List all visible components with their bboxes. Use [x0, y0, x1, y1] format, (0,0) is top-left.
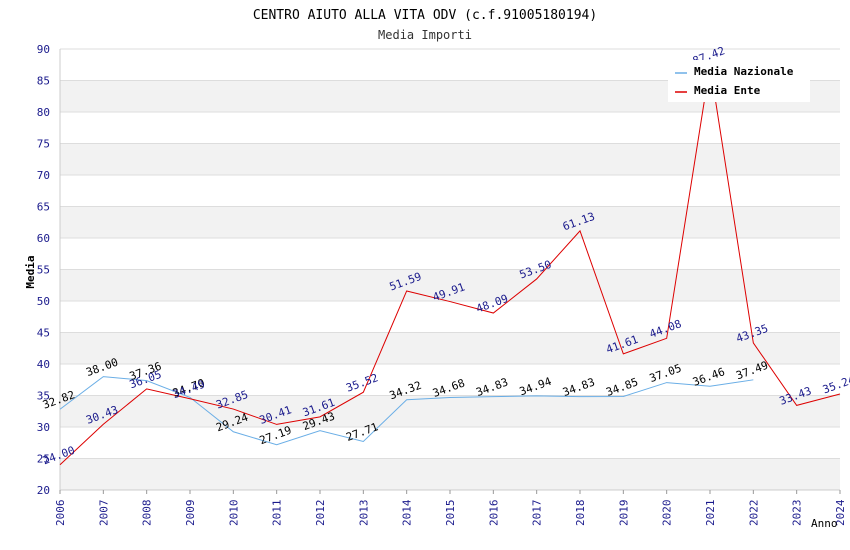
data-label: 37.05 — [648, 362, 684, 386]
x-tick-label: 2024 — [834, 499, 847, 526]
y-tick-label: 60 — [37, 232, 50, 245]
y-tick-label: 50 — [37, 295, 50, 308]
legend: Media Nazionale Media Ente — [668, 60, 810, 102]
chart-title: CENTRO AIUTO ALLA VITA ODV (c.f.91005180… — [253, 8, 597, 23]
y-tick-label: 35 — [37, 390, 50, 403]
series-line-media-nazionale — [59, 376, 754, 446]
chart-subtitle: Media Importi — [378, 28, 472, 42]
x-tick-label: 2015 — [444, 500, 457, 527]
x-axis-label: Anno — [811, 517, 838, 530]
background-bands — [60, 80, 840, 490]
band — [60, 269, 840, 301]
y-tick-label: 25 — [37, 453, 50, 466]
axes: 20 25 30 35 40 45 50 55 60 65 70 75 80 85 90 2006 2007 20… — [37, 43, 847, 526]
band — [60, 143, 840, 175]
data-label: 34.94 — [518, 375, 554, 399]
legend-label-ente: Media Ente — [694, 84, 761, 97]
x-tick-label: 2009 — [184, 500, 197, 527]
data-label: 35.24 — [821, 373, 850, 397]
x-tick-label: 2016 — [487, 500, 500, 527]
x-tick-label: 2023 — [791, 500, 804, 527]
x-tick-label: 2011 — [271, 500, 284, 527]
band — [60, 332, 840, 364]
y-tick-label: 45 — [37, 327, 50, 340]
x-tick-label: 2020 — [661, 500, 674, 527]
data-label: 35.52 — [344, 371, 380, 395]
legend-box — [668, 60, 810, 102]
data-label: 36.46 — [691, 365, 727, 389]
y-axis-label: Media — [24, 255, 37, 288]
y-tick-label: 75 — [37, 138, 50, 151]
y-tick-label: 20 — [37, 484, 50, 497]
x-tick-label: 2017 — [531, 500, 544, 527]
x-tick-label: 2008 — [141, 500, 154, 527]
x-tick-label: 2019 — [617, 500, 630, 527]
band — [60, 395, 840, 427]
y-tick-label: 85 — [37, 75, 50, 88]
x-tick-label: 2006 — [54, 500, 67, 527]
y-tick-label: 90 — [37, 43, 50, 56]
x-tick-label: 2014 — [401, 499, 414, 526]
y-tick-label: 55 — [37, 264, 50, 277]
y-tick-label: 80 — [37, 106, 50, 119]
x-tick-label: 2021 — [704, 500, 717, 527]
y-tick-label: 70 — [37, 169, 50, 182]
band — [60, 206, 840, 238]
y-tick-label: 65 — [37, 201, 50, 214]
x-tick-label: 2013 — [357, 500, 370, 527]
x-tick-label: 2018 — [574, 500, 587, 527]
x-tick-label: 2012 — [314, 500, 327, 527]
legend-label-nazionale: Media Nazionale — [694, 65, 794, 78]
x-tick-label: 2010 — [227, 500, 240, 527]
x-tick-label: 2022 — [747, 500, 760, 527]
y-tick-label: 30 — [37, 421, 50, 434]
y-tick-label: 40 — [37, 358, 50, 371]
x-tick-label: 2007 — [97, 500, 110, 527]
band — [60, 458, 840, 490]
